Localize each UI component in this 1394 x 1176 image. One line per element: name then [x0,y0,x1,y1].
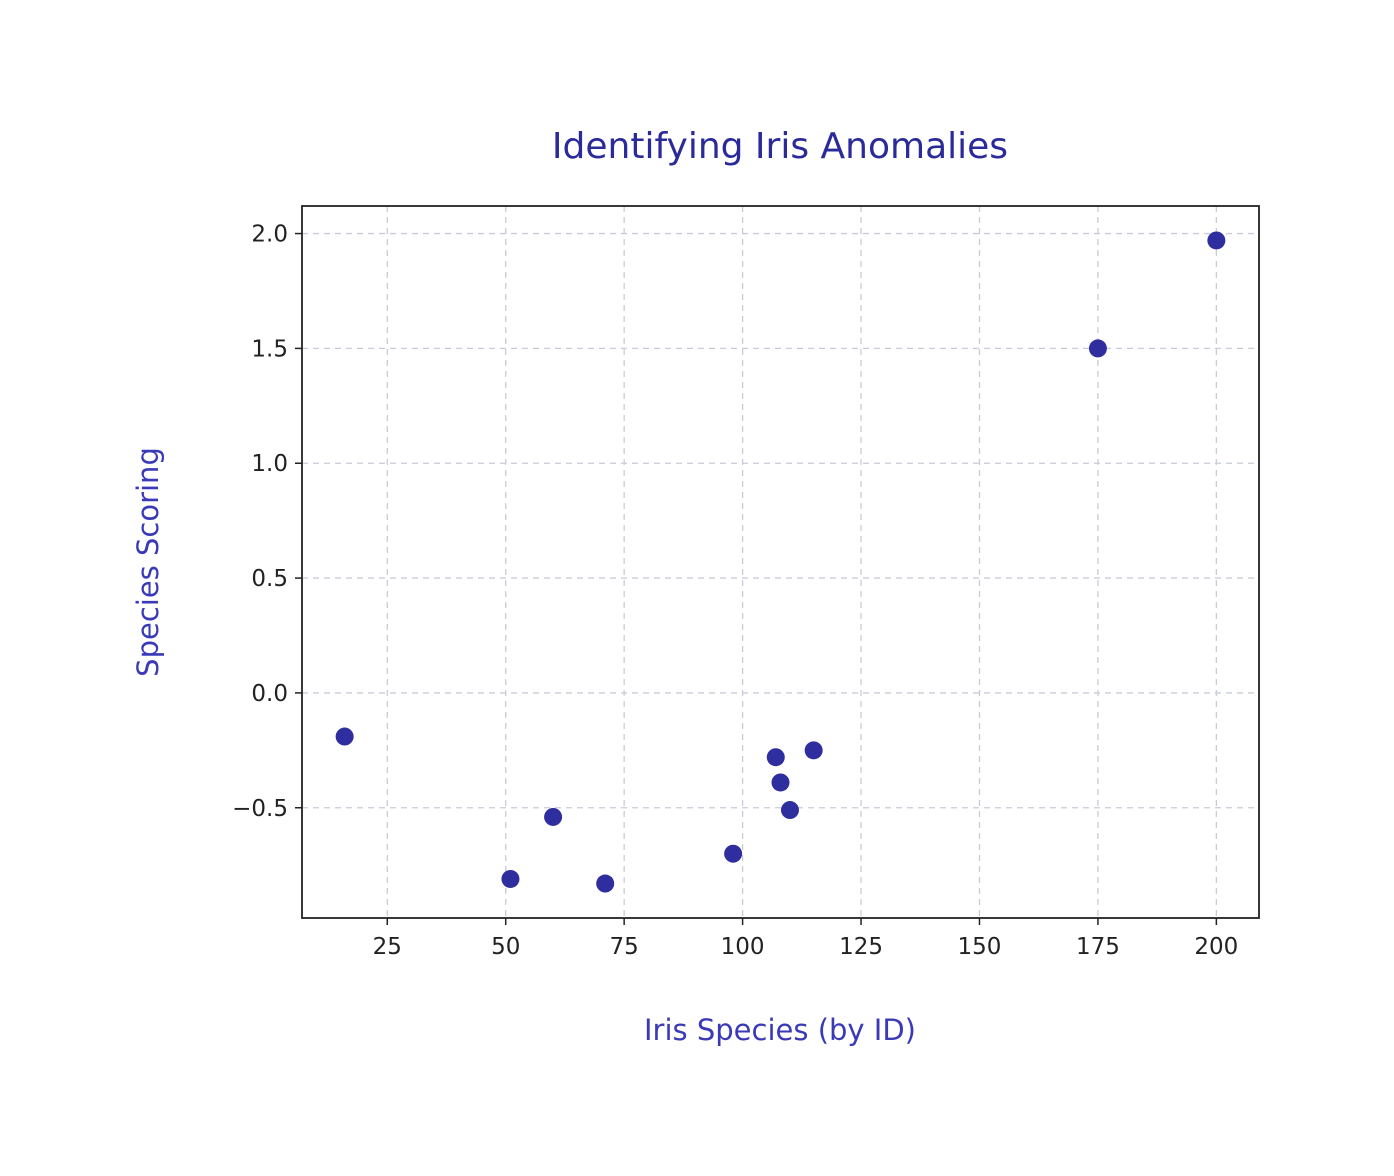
scatter-point [724,844,743,863]
x-tick-label: 150 [958,934,1002,960]
y-tick-label: 0.0 [251,681,288,707]
y-tick-label: 1.0 [251,451,288,477]
y-tick-label: 0.5 [251,566,288,592]
grid-layer [302,206,1259,918]
scatter-point [544,807,563,826]
y-tick-label: 2.0 [251,222,288,248]
plot-frame [301,205,1260,919]
x-tick-label: 75 [610,934,639,960]
scatter-point [780,801,799,820]
scatter-point [766,748,785,767]
x-tick-label: 125 [839,934,883,960]
point-layer [335,231,1226,893]
scatter-point [771,773,790,792]
x-tick-label: 200 [1194,934,1238,960]
scatter-point [804,741,823,760]
y-tick-label: −0.5 [232,796,288,822]
x-tick-label: 25 [373,934,402,960]
x-tick-label: 100 [721,934,765,960]
scatter-point [501,869,520,888]
y-tick-label: 1.5 [251,336,288,362]
x-axis-label: Iris Species (by ID) [644,1013,916,1047]
x-tick-label: 50 [491,934,520,960]
scatter-point [596,874,615,893]
chart-title: Identifying Iris Anomalies [552,126,1008,167]
scatter-point [1088,339,1107,358]
x-tick-label: 175 [1076,934,1120,960]
scatter-point [335,727,354,746]
y-axis-label: Species Scoring [131,447,165,677]
scatter-point [1207,231,1226,250]
tick-layer: 25 50 75 100 125 150 175 200 2.0 1.5 1.0 0.5 0.0 −0.5 [232,222,1238,960]
